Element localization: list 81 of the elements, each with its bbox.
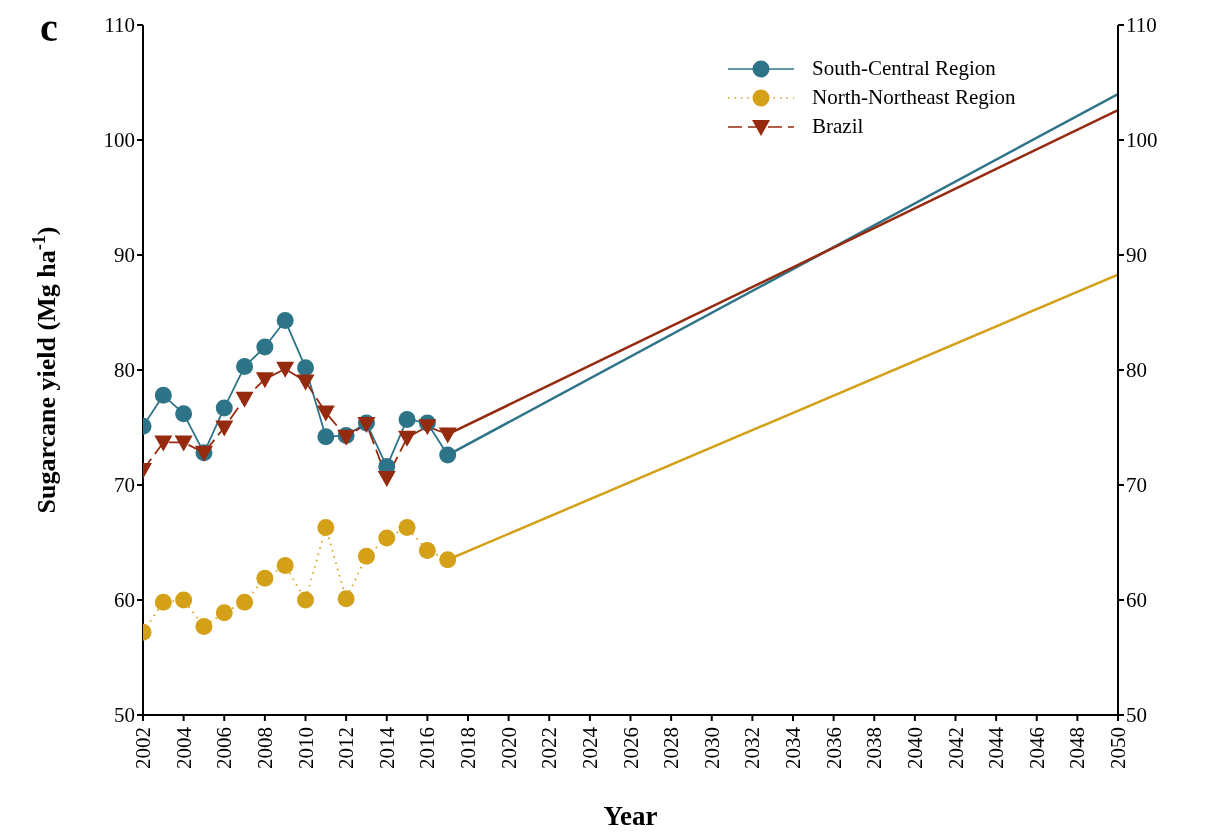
x-axis-title: Year: [603, 801, 658, 831]
y2-tick-label: 60: [1126, 588, 1147, 613]
point: [296, 374, 315, 391]
point: [378, 529, 396, 547]
point: [236, 593, 254, 611]
x-tick-label: 2014: [374, 726, 399, 769]
point: [276, 557, 294, 574]
point: [174, 435, 193, 452]
y2-tick-label: 110: [1126, 13, 1157, 38]
x-tick-label: 2048: [1065, 727, 1090, 769]
point: [236, 358, 254, 376]
y-tick-label: 60: [114, 588, 135, 613]
y-tick-label: 90: [114, 243, 135, 268]
point: [398, 430, 417, 447]
x-tick-label: 2010: [293, 727, 318, 769]
point: [175, 591, 193, 609]
y-tick-label: 50: [114, 703, 135, 728]
point: [377, 471, 396, 488]
point: [317, 519, 335, 537]
point: [317, 428, 335, 446]
point: [438, 427, 457, 444]
x-tick-label: 2024: [577, 726, 602, 769]
y2-tick-label: 90: [1126, 243, 1147, 268]
chart-title: c: [40, 4, 58, 51]
x-tick-label: 2044: [984, 726, 1009, 769]
x-tick-label: 2008: [252, 727, 277, 769]
point: [398, 519, 416, 537]
point: [215, 604, 233, 622]
x-tick-label: 2020: [496, 727, 521, 769]
y-tick-label: 100: [103, 128, 135, 153]
point: [316, 405, 335, 422]
x-tick-label: 2004: [171, 726, 196, 769]
x-tick-label: 2038: [862, 727, 887, 769]
x-tick-label: 2034: [781, 726, 805, 769]
point: [154, 386, 172, 404]
x-tick-label: 2036: [821, 727, 846, 769]
x-tick-label: 2006: [212, 727, 237, 769]
point: [154, 593, 172, 611]
x-tick-label: 2028: [659, 727, 684, 769]
x-tick-label: 2046: [1024, 727, 1049, 769]
point: [256, 569, 274, 587]
point: [297, 359, 314, 377]
y-tick-label: 70: [114, 473, 135, 498]
x-tick-label: 2026: [618, 727, 643, 769]
y2-tick-label: 70: [1126, 473, 1147, 498]
y-tick-label: 80: [114, 358, 135, 383]
point: [235, 391, 254, 408]
x-tick-label: 2042: [943, 727, 968, 769]
legend-label: South-Central Region: [812, 56, 996, 81]
x-tick-label: 2018: [456, 727, 480, 769]
x-tick-label: 2002: [131, 727, 155, 769]
point: [337, 590, 355, 608]
point: [215, 420, 234, 437]
y2-tick-label: 80: [1126, 358, 1147, 383]
x-tick-label: 2022: [537, 727, 562, 769]
point: [418, 419, 437, 436]
point: [195, 617, 213, 635]
point: [398, 410, 416, 428]
y-tick-label: 110: [104, 13, 135, 38]
legend-label: Brazil: [812, 114, 864, 139]
legend-label: North-Northeast Region: [812, 85, 1016, 110]
point: [418, 542, 436, 560]
x-tick-label: 2030: [699, 727, 724, 769]
point: [255, 372, 274, 389]
point: [357, 547, 375, 565]
point: [154, 435, 173, 452]
x-tick-label: 2016: [415, 727, 440, 769]
y2-tick-label: 100: [1126, 128, 1158, 153]
y2-tick-label: 50: [1126, 703, 1147, 728]
x-tick-label: 2012: [334, 727, 359, 769]
point: [276, 361, 295, 378]
x-tick-label: 2050: [1106, 727, 1130, 769]
x-tick-label: 2032: [740, 727, 765, 769]
point: [297, 591, 314, 609]
point: [256, 338, 274, 356]
x-tick-label: 2040: [902, 727, 927, 769]
point: [439, 551, 457, 569]
point: [215, 399, 233, 417]
point: [276, 312, 294, 330]
point: [439, 446, 457, 464]
point: [175, 405, 193, 423]
